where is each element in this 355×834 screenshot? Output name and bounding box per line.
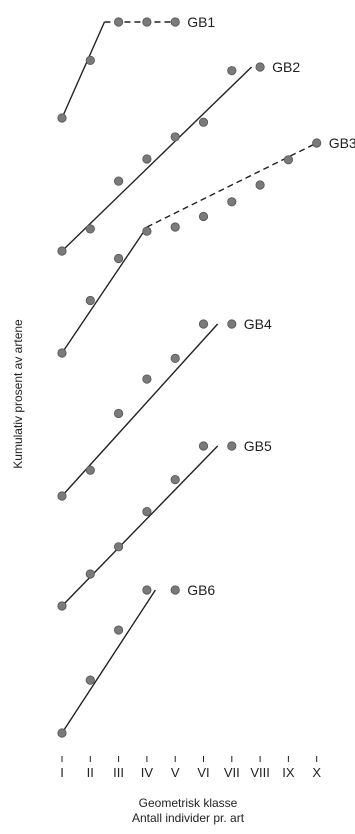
gb3-label: GB3 bbox=[329, 135, 355, 151]
gb1-point-1 bbox=[57, 113, 67, 123]
gb2-fit-line-1 bbox=[61, 66, 253, 252]
gb3-point-1 bbox=[57, 348, 67, 358]
gb6-point-4 bbox=[142, 585, 152, 595]
x-tick-label-8: VIII bbox=[250, 765, 270, 780]
gb3-point-10 bbox=[312, 138, 322, 148]
x-axis-label: Geometrisk klasse bbox=[139, 796, 238, 810]
gb1-point-5 bbox=[170, 17, 180, 27]
gb6-point-1 bbox=[57, 728, 67, 738]
gb4-point-3 bbox=[114, 408, 124, 419]
gb2-point-4 bbox=[142, 154, 152, 164]
x-tick-label-5: V bbox=[171, 765, 180, 780]
gb2-label: GB2 bbox=[272, 59, 300, 75]
gb2-point-3 bbox=[114, 176, 124, 186]
gb5-point-5 bbox=[170, 474, 180, 485]
x-tick-label-1: I bbox=[60, 765, 64, 780]
gb1-point-2 bbox=[85, 55, 95, 66]
x-tick-label-6: VI bbox=[197, 765, 209, 780]
gb4-point-7 bbox=[227, 319, 237, 329]
gb4-label: GB4 bbox=[244, 316, 272, 332]
gb3-point-5 bbox=[170, 222, 180, 232]
gb2-point-8 bbox=[255, 62, 265, 72]
gb1-label: GB1 bbox=[187, 14, 215, 30]
gb2-point-7 bbox=[227, 66, 237, 76]
gb4-point-1 bbox=[57, 491, 67, 501]
gb5-fit-line-1 bbox=[61, 445, 219, 607]
gb2-point-6 bbox=[198, 117, 209, 127]
x-tick-label-9: IX bbox=[282, 765, 295, 780]
gb1-point-4 bbox=[142, 17, 152, 27]
gb3-point-8 bbox=[255, 180, 265, 190]
gb6-point-2 bbox=[85, 675, 95, 685]
gb6-point-5 bbox=[170, 585, 180, 595]
x-tick-label-7: VII bbox=[224, 765, 240, 780]
gb2-point-2 bbox=[85, 224, 95, 234]
gb3-point-2 bbox=[85, 295, 95, 306]
gb2-point-5 bbox=[170, 132, 180, 142]
gb5-label: GB5 bbox=[244, 438, 272, 454]
gb4-point-5 bbox=[170, 353, 180, 363]
gb1-point-3 bbox=[114, 17, 124, 27]
gb5-point-3 bbox=[114, 542, 124, 552]
gb2-point-1 bbox=[57, 246, 67, 256]
x-axis-sublabel: Antall individer pr. art bbox=[132, 811, 245, 825]
gb6-point-3 bbox=[114, 625, 124, 635]
gb1-fit-line-1 bbox=[61, 21, 106, 119]
gb3-point-3 bbox=[114, 253, 124, 264]
gb6-fit-line-1 bbox=[61, 589, 156, 734]
gb3-point-4 bbox=[142, 226, 152, 236]
gb5-point-7 bbox=[227, 441, 237, 451]
gb5-point-1 bbox=[57, 601, 67, 611]
x-tick-label-3: III bbox=[113, 765, 124, 780]
gb4-point-4 bbox=[142, 374, 152, 384]
gb3-point-7 bbox=[227, 197, 237, 207]
gb5-point-4 bbox=[142, 506, 152, 517]
gb5-point-2 bbox=[85, 569, 95, 579]
gb3-point-9 bbox=[283, 155, 293, 165]
gb3-point-6 bbox=[198, 211, 209, 222]
gb3-fit-line-2 bbox=[146, 142, 318, 228]
gb6-label: GB6 bbox=[187, 582, 215, 598]
y-axis-label: Kumulativ prosent av artene bbox=[11, 319, 25, 469]
x-tick-label-2: II bbox=[87, 765, 94, 780]
gb4-point-6 bbox=[198, 319, 209, 329]
gb3-fit-line-1 bbox=[61, 226, 148, 354]
gb4-point-2 bbox=[85, 465, 95, 475]
x-tick-label-4: IV bbox=[141, 765, 154, 780]
x-tick-label-10: X bbox=[312, 765, 321, 780]
gb5-point-6 bbox=[198, 441, 209, 451]
